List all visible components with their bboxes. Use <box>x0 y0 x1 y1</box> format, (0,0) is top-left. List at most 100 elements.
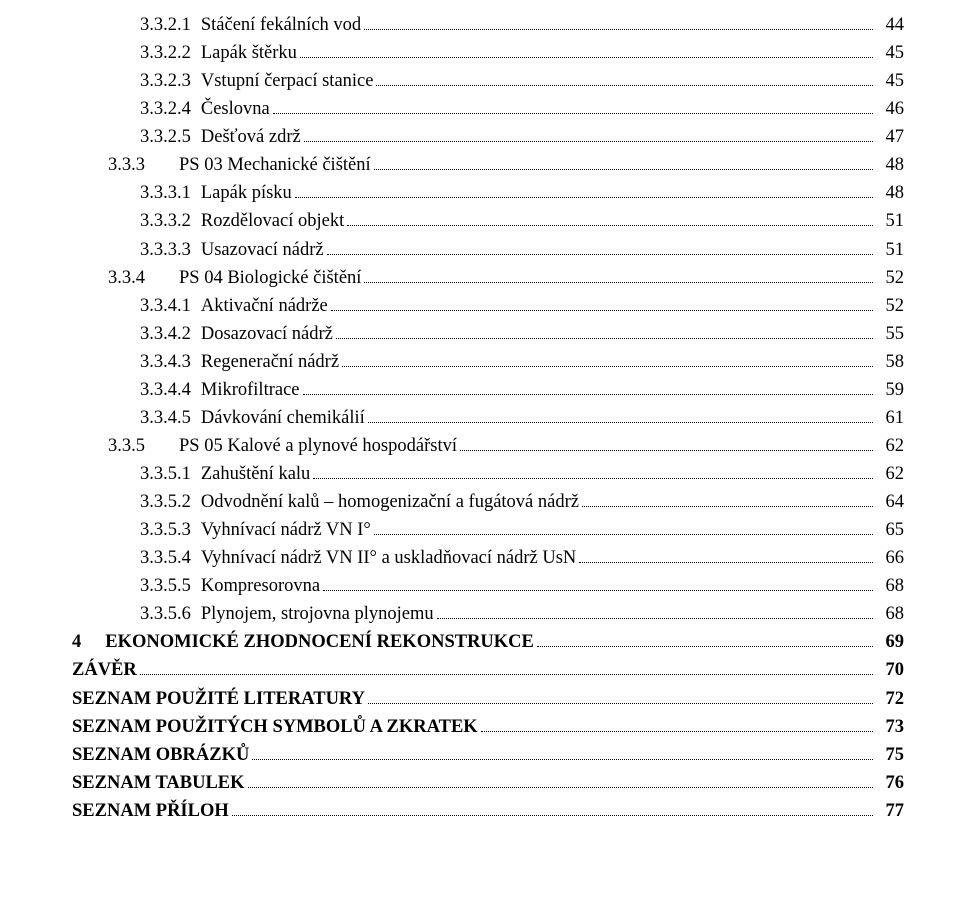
toc-entry-label: Regenerační nádrž <box>191 349 339 377</box>
toc-entry-label: Rozdělovací objekt <box>191 208 344 236</box>
toc-entry-page: 52 <box>876 265 904 293</box>
table-of-contents: 3.3.2.1Stáčení fekálních vod443.3.2.2Lap… <box>72 12 904 825</box>
toc-entry: 3.3.2.2Lapák štěrku 45 <box>72 40 904 68</box>
toc-entry-label: Lapák písku <box>191 180 292 208</box>
toc-entry-page: 75 <box>876 742 904 770</box>
toc-entry-number: 3.3.3.3 <box>140 237 191 265</box>
toc-entry-label: Odvodnění kalů – homogenizační a fugátov… <box>191 489 579 517</box>
toc-entry-page: 55 <box>876 321 904 349</box>
toc-dot-leader <box>347 211 873 227</box>
toc-dot-leader <box>273 98 873 114</box>
toc-entry-number: 4 <box>72 629 81 657</box>
toc-entry: 3.3.4.3Regenerační nádrž58 <box>72 349 904 377</box>
toc-entry-label: Aktivační nádrže <box>191 293 328 321</box>
toc-entry-number: 3.3.5.1 <box>140 461 191 489</box>
toc-dot-leader <box>368 407 873 423</box>
toc-dot-leader <box>537 632 873 648</box>
toc-dot-leader <box>460 435 873 451</box>
toc-entry-label: PS 05 Kalové a plynové hospodářství <box>145 433 457 461</box>
toc-dot-leader <box>579 547 873 563</box>
toc-entry-number: 3.3.3.2 <box>140 208 191 236</box>
toc-entry: 3.3.5.3Vyhnívací nádrž VN I°65 <box>72 517 904 545</box>
toc-entry-label: SEZNAM OBRÁZKŮ <box>72 742 249 770</box>
toc-entry-page: 77 <box>876 798 904 826</box>
toc-entry-label: Stáčení fekálních vod <box>191 12 361 40</box>
toc-entry-page: 68 <box>876 601 904 629</box>
toc-entry: 3.3.5.5Kompresorovna68 <box>72 573 904 601</box>
toc-dot-leader <box>336 323 873 339</box>
toc-entry-page: 66 <box>876 545 904 573</box>
toc-entry-page: 48 <box>876 180 904 208</box>
toc-entry-page: 61 <box>876 405 904 433</box>
toc-entry-label: SEZNAM TABULEK <box>72 770 245 798</box>
toc-entry: 3.3.3.3Usazovací nádrž51 <box>72 237 904 265</box>
toc-entry-number: 3.3.2.5 <box>140 124 191 152</box>
toc-dot-leader <box>232 800 873 816</box>
toc-entry-label: Mikrofiltrace <box>191 377 300 405</box>
toc-entry-number: 3.3.5.4 <box>140 545 191 573</box>
toc-entry: 3.3.3.1Lapák písku48 <box>72 180 904 208</box>
toc-dot-leader <box>331 295 873 311</box>
toc-entry-page: 45 <box>876 40 904 68</box>
toc-entry: 3.3.4.2Dosazovací nádrž55 <box>72 321 904 349</box>
toc-dot-leader <box>323 576 873 592</box>
toc-entry-page: 52 <box>876 293 904 321</box>
toc-entry: 3.3.5PS 05 Kalové a plynové hospodářství… <box>72 433 904 461</box>
toc-entry-label: SEZNAM PŘÍLOH <box>72 798 229 826</box>
toc-entry-number: 3.3.5 <box>108 433 145 461</box>
toc-entry-number: 3.3.5.3 <box>140 517 191 545</box>
toc-entry-page: 69 <box>876 629 904 657</box>
toc-dot-leader <box>368 688 873 704</box>
toc-entry-page: 58 <box>876 349 904 377</box>
toc-entry-label: Dávkování chemikálií <box>191 405 365 433</box>
toc-dot-leader <box>295 183 873 199</box>
toc-entry: 3.3.5.4Vyhnívací nádrž VN II° a uskladňo… <box>72 545 904 573</box>
toc-entry: 4EKONOMICKÉ ZHODNOCENÍ REKONSTRUKCE69 <box>72 629 904 657</box>
toc-dot-leader <box>313 463 873 479</box>
toc-entry: 3.3.5.1Zahuštění kalu62 <box>72 461 904 489</box>
toc-entry: 3.3.2.3Vstupní čerpací stanice45 <box>72 68 904 96</box>
toc-entry-number: 3.3.2.3 <box>140 68 191 96</box>
toc-entry-page: 64 <box>876 489 904 517</box>
toc-entry-number: 3.3.4.2 <box>140 321 191 349</box>
toc-entry: ZÁVĚR70 <box>72 657 904 685</box>
toc-dot-leader <box>374 519 873 535</box>
toc-entry: SEZNAM POUŽITÝCH SYMBOLŮ A ZKRATEK73 <box>72 714 904 742</box>
toc-entry-label: SEZNAM POUŽITÉ LITERATURY <box>72 686 365 714</box>
toc-dot-leader <box>303 379 874 395</box>
toc-entry-label: Lapák štěrku <box>191 40 297 68</box>
toc-entry-label: SEZNAM POUŽITÝCH SYMBOLŮ A ZKRATEK <box>72 714 478 742</box>
toc-entry-label: ZÁVĚR <box>72 657 137 685</box>
toc-entry-page: 62 <box>876 461 904 489</box>
toc-dot-leader <box>437 604 873 620</box>
toc-entry-number: 3.3.2.1 <box>140 12 191 40</box>
toc-entry: 3.3.4.4Mikrofiltrace59 <box>72 377 904 405</box>
toc-entry-label: Plynojem, strojovna plynojemu <box>191 601 434 629</box>
toc-entry: 3.3.4.1Aktivační nádrže52 <box>72 293 904 321</box>
toc-entry-page: 44 <box>876 12 904 40</box>
toc-entry-number: 3.3.2.4 <box>140 96 191 124</box>
toc-entry: SEZNAM OBRÁZKŮ 75 <box>72 742 904 770</box>
toc-entry-page: 48 <box>876 152 904 180</box>
toc-entry-number: 3.3.2.2 <box>140 40 191 68</box>
toc-dot-leader <box>327 239 873 255</box>
toc-entry-page: 59 <box>876 377 904 405</box>
toc-dot-leader <box>140 660 873 676</box>
toc-entry-number: 3.3.5.5 <box>140 573 191 601</box>
toc-entry-page: 45 <box>876 68 904 96</box>
toc-entry: 3.3.2.1Stáčení fekálních vod 44 <box>72 12 904 40</box>
toc-entry: 3.3.4.5Dávkování chemikálií 61 <box>72 405 904 433</box>
toc-entry-label: PS 03 Mechanické čištění <box>145 152 371 180</box>
toc-entry-number: 3.3.3 <box>108 152 145 180</box>
toc-dot-leader <box>481 716 873 732</box>
toc-entry-number: 3.3.4 <box>108 265 145 293</box>
toc-entry-number: 3.3.4.5 <box>140 405 191 433</box>
toc-entry: 3.3.2.5Dešťová zdrž47 <box>72 124 904 152</box>
toc-dot-leader <box>342 351 873 367</box>
toc-entry-label: Usazovací nádrž <box>191 237 324 265</box>
toc-entry: 3.3.3.2Rozdělovací objekt51 <box>72 208 904 236</box>
toc-entry-label: Dešťová zdrž <box>191 124 301 152</box>
toc-dot-leader <box>374 155 873 171</box>
toc-entry: 3.3.5.2Odvodnění kalů – homogenizační a … <box>72 489 904 517</box>
toc-entry: 3.3.3PS 03 Mechanické čištění 48 <box>72 152 904 180</box>
